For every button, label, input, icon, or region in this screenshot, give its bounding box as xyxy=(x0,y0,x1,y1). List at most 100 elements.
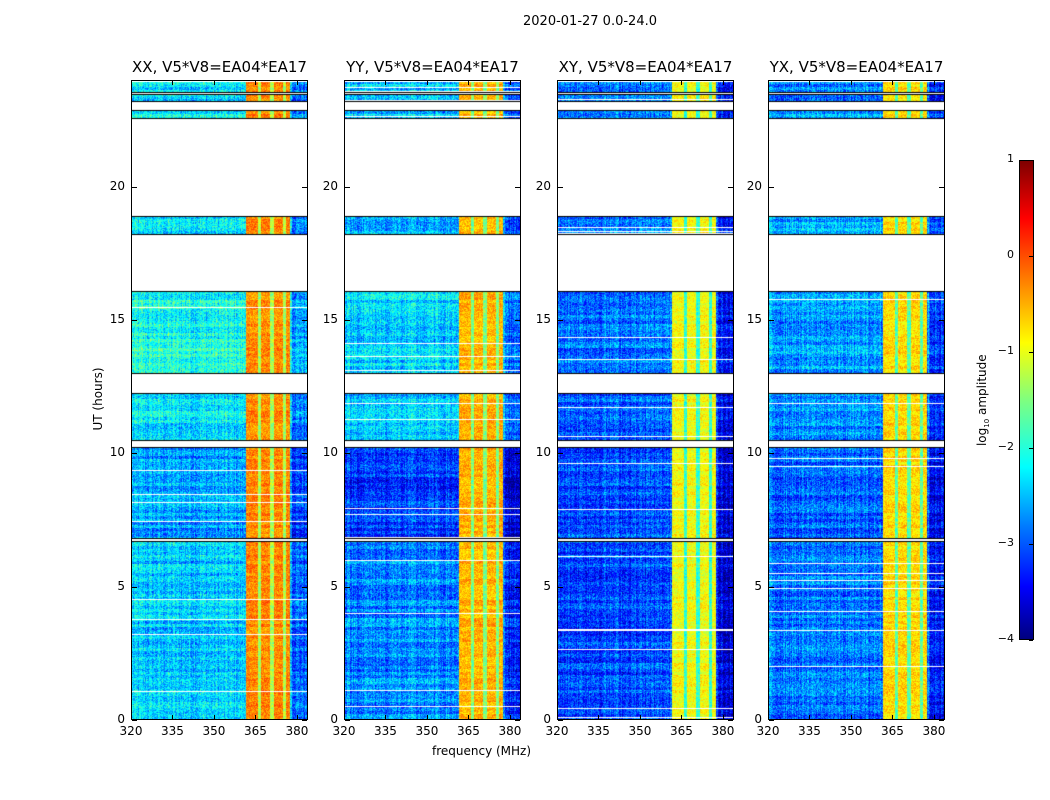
y-tick-mark xyxy=(939,453,944,455)
x-tick-mark xyxy=(213,715,215,719)
y-tick-mark xyxy=(939,586,944,588)
x-tick-label: 350 xyxy=(202,724,226,738)
y-tick-mark xyxy=(345,720,350,721)
x-tick-label: 365 xyxy=(881,724,904,738)
x-tick-mark xyxy=(468,715,470,719)
colorbar-tick-label: −4 xyxy=(997,632,1014,645)
y-tick-mark xyxy=(302,720,307,721)
colorbar-tick-mark xyxy=(1029,640,1033,641)
x-tick-label: 335 xyxy=(798,724,821,738)
y-tick-mark xyxy=(769,453,774,455)
y-tick-mark xyxy=(769,320,774,321)
y-tick-label: 5 xyxy=(330,578,338,593)
x-tick-mark xyxy=(509,81,511,85)
y-tick-mark xyxy=(302,586,307,588)
x-tick-mark xyxy=(131,81,132,85)
x-tick-label: 320 xyxy=(332,724,356,738)
y-tick-mark xyxy=(132,586,137,588)
y-tick-label: 10 xyxy=(322,445,338,460)
colorbar-tick-label: 0 xyxy=(1007,248,1014,261)
x-tick-mark xyxy=(426,715,428,719)
y-tick-mark xyxy=(345,453,350,455)
x-tick-mark xyxy=(557,715,558,719)
x-tick-mark xyxy=(768,81,769,85)
y-tick-mark xyxy=(345,320,350,321)
x-tick-mark xyxy=(509,715,511,719)
x-tick-mark xyxy=(296,715,298,719)
y-tick-mark xyxy=(939,720,944,721)
x-tick-mark xyxy=(598,715,600,719)
y-tick-mark xyxy=(132,186,137,188)
x-tick-label: 350 xyxy=(415,724,439,738)
y-tick-mark xyxy=(515,453,520,455)
y-tick-mark xyxy=(728,720,733,721)
y-tick-mark xyxy=(769,586,774,588)
panel-title-2: XY, V5*V8=EA04*EA17 xyxy=(558,58,733,76)
x-tick-mark xyxy=(213,81,215,85)
x-tick-label: 380 xyxy=(285,724,309,738)
y-tick-mark xyxy=(558,453,563,455)
heatmap-panel-yx xyxy=(768,80,945,720)
y-tick-mark xyxy=(769,186,774,188)
x-tick-mark xyxy=(426,81,428,85)
x-tick-mark xyxy=(131,715,132,719)
x-tick-mark xyxy=(385,715,387,719)
x-tick-label: 320 xyxy=(756,724,780,738)
x-tick-mark xyxy=(344,715,345,719)
x-tick-mark xyxy=(255,81,257,85)
x-tick-label: 320 xyxy=(119,724,143,738)
x-tick-mark xyxy=(639,715,641,719)
colorbar xyxy=(1019,160,1034,640)
colorbar-tick-mark xyxy=(1029,448,1033,449)
x-tick-mark xyxy=(598,81,600,85)
x-tick-mark xyxy=(809,715,811,719)
y-tick-label: 20 xyxy=(109,178,125,193)
x-tick-label: 350 xyxy=(628,724,652,738)
heatmap-panel-yy xyxy=(344,80,521,720)
y-tick-label: 0 xyxy=(543,712,551,726)
x-tick-mark xyxy=(344,81,345,85)
y-tick-mark xyxy=(345,586,350,588)
colorbar-tick-label: −3 xyxy=(997,536,1014,549)
y-tick-mark xyxy=(132,320,137,321)
x-tick-mark xyxy=(172,81,174,85)
x-tick-label: 380 xyxy=(498,724,522,738)
y-tick-mark xyxy=(302,453,307,455)
x-tick-mark xyxy=(892,715,894,719)
x-tick-mark xyxy=(933,81,935,85)
y-tick-mark xyxy=(558,586,563,588)
y-tick-label: 5 xyxy=(543,578,551,593)
x-tick-label: 335 xyxy=(374,724,397,738)
y-tick-mark xyxy=(558,320,563,321)
y-tick-label: 15 xyxy=(535,312,551,326)
panel-title-3: YX, V5*V8=EA04*EA17 xyxy=(769,58,944,76)
y-tick-label: 5 xyxy=(117,578,125,593)
x-tick-mark xyxy=(768,715,769,719)
x-tick-label: 335 xyxy=(587,724,610,738)
x-tick-mark xyxy=(850,81,852,85)
x-tick-label: 365 xyxy=(457,724,480,738)
heatmap-image xyxy=(345,81,520,719)
x-tick-mark xyxy=(809,81,811,85)
x-tick-label: 365 xyxy=(244,724,267,738)
y-axis-label: UT (hours) xyxy=(91,367,105,431)
y-tick-mark xyxy=(302,186,307,188)
y-tick-mark xyxy=(515,586,520,588)
x-tick-mark xyxy=(681,81,683,85)
colorbar-tick-mark xyxy=(1029,544,1033,545)
heatmap-image xyxy=(558,81,733,719)
colorbar-label-main: log xyxy=(974,427,989,447)
x-tick-label: 335 xyxy=(161,724,184,738)
y-tick-mark xyxy=(515,720,520,721)
y-tick-mark xyxy=(728,453,733,455)
x-tick-label: 380 xyxy=(922,724,946,738)
heatmap-panel-xy xyxy=(557,80,734,720)
x-tick-mark xyxy=(933,715,935,719)
x-tick-label: 380 xyxy=(711,724,735,738)
colorbar-label: log10 amplitude xyxy=(975,350,991,450)
colorbar-label-sub: 10 xyxy=(983,418,992,428)
y-tick-mark xyxy=(728,186,733,188)
x-axis-label: frequency (MHz) xyxy=(432,744,532,758)
y-tick-label: 20 xyxy=(746,178,762,193)
